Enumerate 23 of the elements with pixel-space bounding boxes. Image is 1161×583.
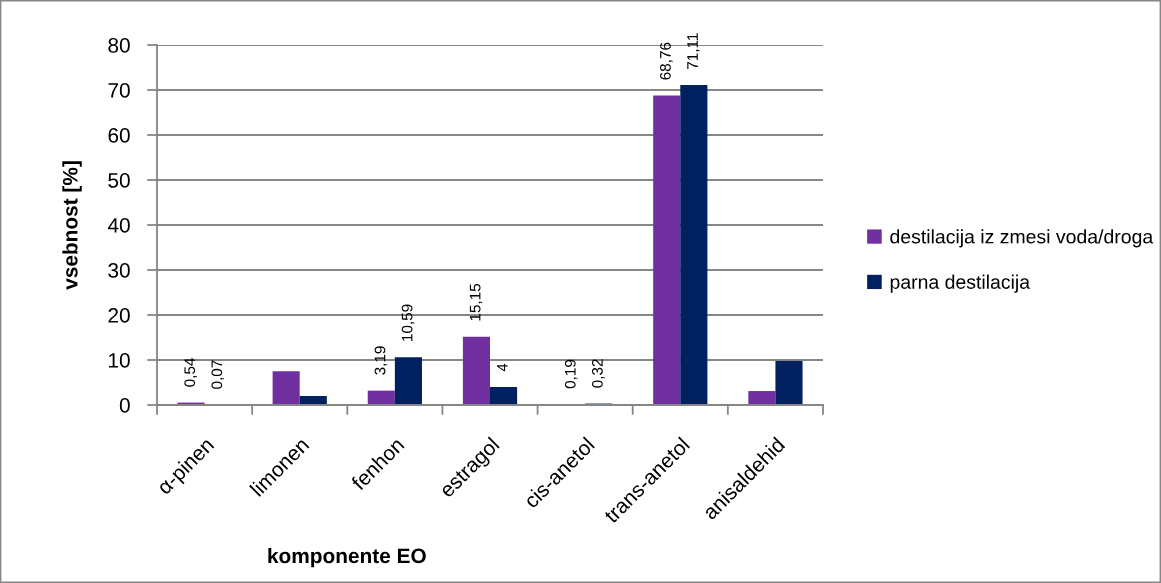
x-axis-title: komponente EO [268, 547, 426, 568]
y-tick-label: 0 [119, 398, 130, 413]
y-tick-label: 40 [107, 218, 130, 233]
y-tick-label: 20 [108, 308, 130, 323]
y-tick-label: 50 [108, 173, 130, 188]
y-tick-label: 60 [108, 128, 130, 143]
legend-label: destilacija iz zmesi voda/droga [890, 229, 1154, 248]
legend-label: parna destilacija [890, 274, 1031, 293]
y-tick-label: 80 [108, 38, 130, 53]
y-tick-label: 30 [108, 263, 130, 278]
data-label: 15,15 [469, 283, 483, 321]
y-tick-label: 10 [109, 353, 130, 368]
data-label: 10,59 [401, 304, 415, 341]
data-label: 3,19 [374, 346, 388, 375]
y-tick-label: 70 [108, 83, 130, 98]
data-label: 68,76 [660, 42, 673, 80]
data-label: 4 [497, 363, 508, 372]
data-label: 0,32 [591, 359, 605, 388]
data-label: 0,19 [564, 359, 578, 389]
data-label: 0,07 [211, 360, 225, 389]
data-label: 0,54 [184, 358, 197, 387]
y-axis-title: vsebnost [%] [62, 161, 82, 290]
data-label: 71,11 [687, 33, 700, 69]
